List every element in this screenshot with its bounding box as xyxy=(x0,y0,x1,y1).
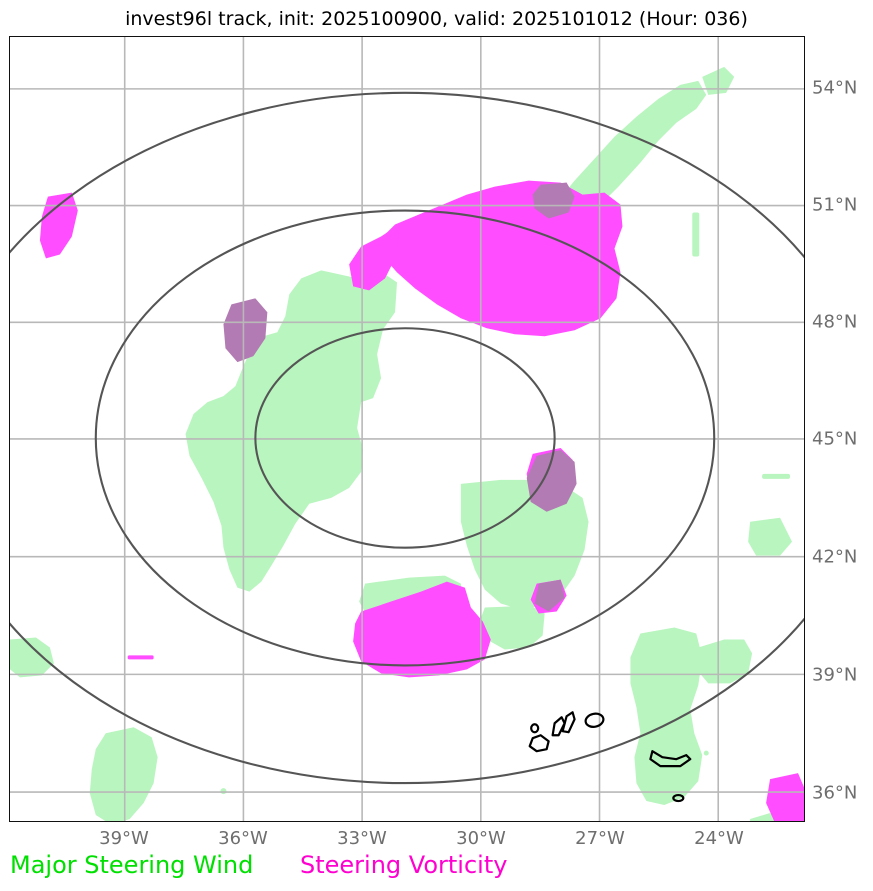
lon-tick-33w: 33°W xyxy=(337,828,387,849)
map-plot-area[interactable] xyxy=(9,36,805,822)
steering-radius-rings xyxy=(10,91,804,785)
lon-tick-36w: 36°W xyxy=(218,828,268,849)
lat-tick-39n: 39°N xyxy=(812,664,858,686)
legend-major-steering-wind: Major Steering Wind xyxy=(10,851,254,879)
map-graphics xyxy=(10,37,804,821)
lat-tick-54n: 54°N xyxy=(812,77,858,99)
legend-steering-vorticity: Steering Vorticity xyxy=(300,851,508,879)
lat-tick-48n: 48°N xyxy=(812,311,858,333)
lon-tick-27w: 27°W xyxy=(575,828,625,849)
lat-tick-36n: 36°N xyxy=(812,782,858,804)
map-gridlines xyxy=(10,37,804,821)
map-legend: Major Steering Wind Steering Vorticity xyxy=(0,849,873,885)
lon-tick-30w: 30°W xyxy=(456,828,506,849)
lon-tick-24w: 24°W xyxy=(694,828,744,849)
lat-tick-51n: 51°N xyxy=(812,194,858,216)
overlap-regions xyxy=(223,182,577,612)
lat-tick-42n: 42°N xyxy=(812,546,858,568)
azores-coastlines xyxy=(528,711,692,803)
lat-tick-45n: 45°N xyxy=(812,428,858,450)
page-title: invest96l track, init: 2025100900, valid… xyxy=(125,8,748,30)
steering-wind-regions xyxy=(10,66,793,821)
lon-tick-39w: 39°W xyxy=(99,828,149,849)
